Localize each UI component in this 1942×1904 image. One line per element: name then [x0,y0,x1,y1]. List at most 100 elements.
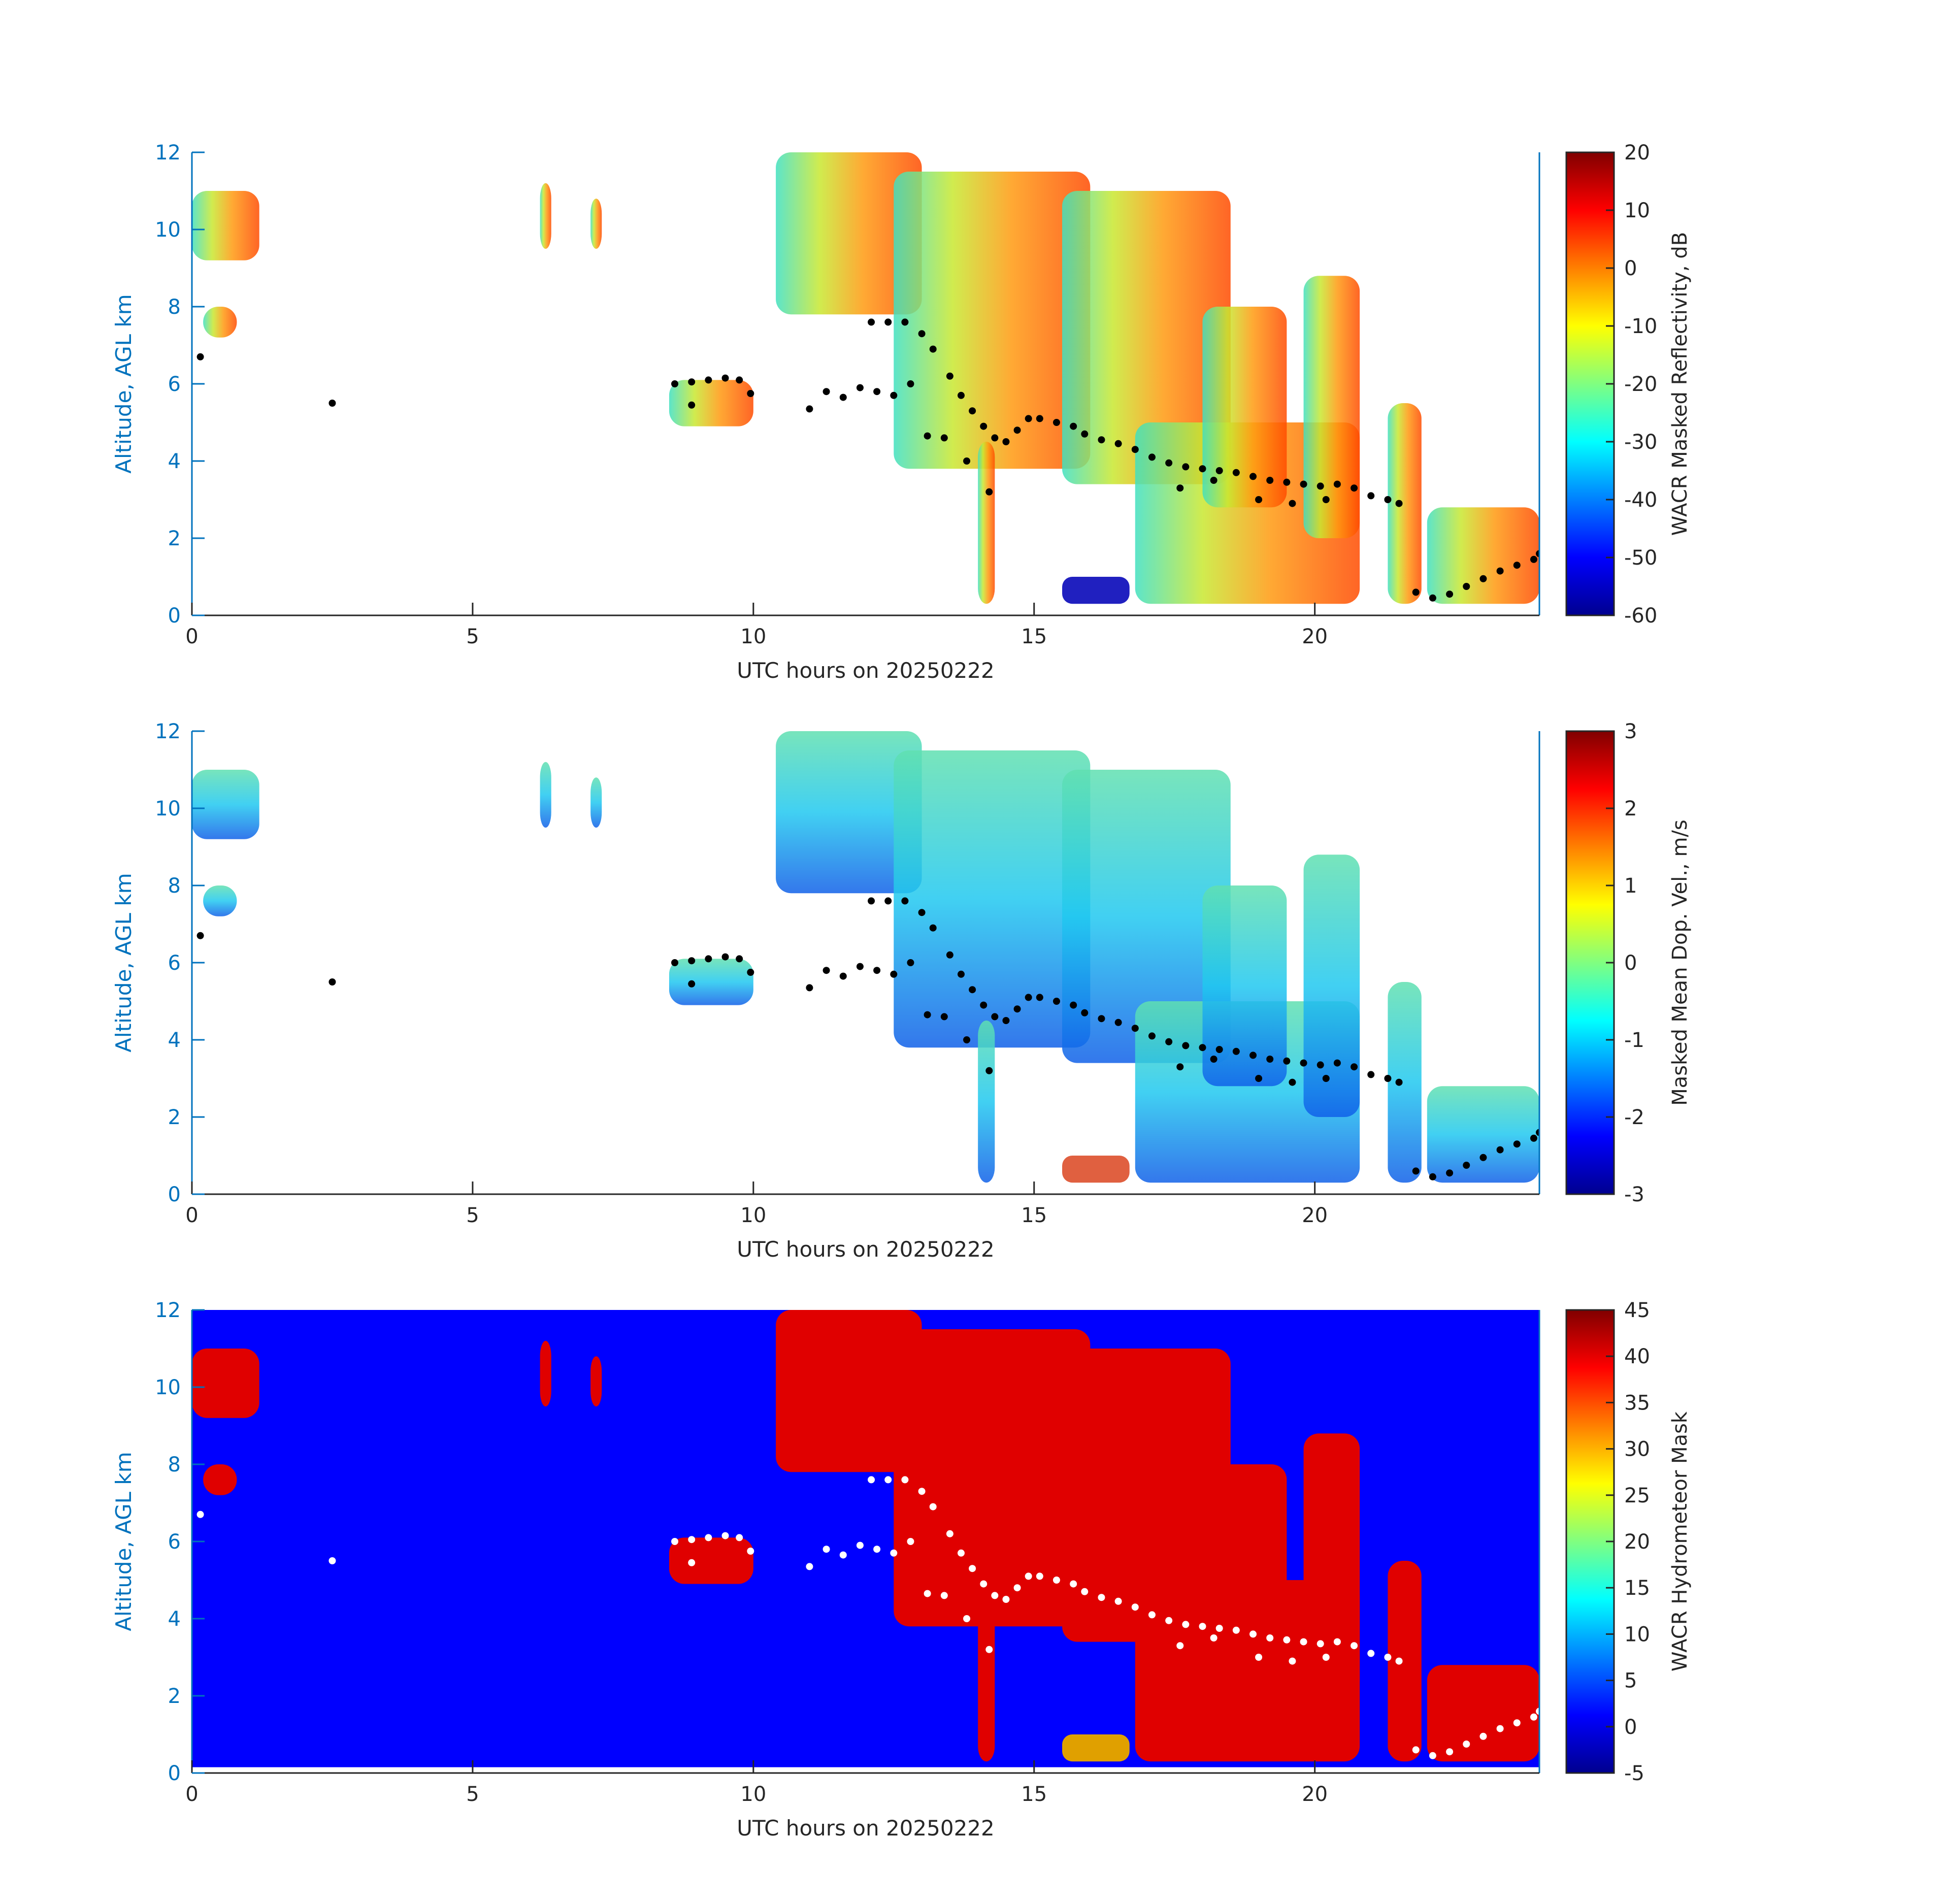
echo-region [192,1349,259,1418]
cloud-base-point [1333,1638,1341,1646]
cloud-base-point [1367,492,1375,500]
cloud-base-point [1536,550,1539,557]
cloud-base-point [688,1559,696,1566]
echo-region [1388,1561,1422,1762]
colorbar-tick-label: 1 [1624,874,1637,898]
x-tick-label: 5 [466,1204,479,1227]
cloud-base-point [856,384,864,391]
cloud-base-point [884,1476,892,1484]
cloud-base-point [1036,415,1043,422]
cloud-base-point [924,1590,931,1597]
colorbar-tick-label: 0 [1624,1716,1637,1739]
cloud-base-point [957,391,965,399]
cloud-base-point [980,1001,988,1009]
cloud-base-point [1395,500,1403,507]
echo-region [203,885,237,916]
cloud-base-point [1266,477,1274,484]
cloud-base-point [1322,1075,1330,1082]
cloud-base-point [1333,480,1341,488]
cloud-base-point [1148,453,1156,461]
echo-region [978,442,995,604]
cloud-base-point [1070,1580,1077,1588]
cloud-base-point [1289,1078,1296,1086]
x-tick-label: 20 [1302,1204,1328,1227]
echo-region [1062,1734,1130,1762]
echo-region [894,172,1091,469]
cloud-base-point [736,1534,743,1541]
cloud-base-point [736,376,743,384]
cloud-base-point [1412,588,1420,596]
cloud-base-point [1351,1063,1358,1071]
cloud-base-point [1052,1577,1060,1584]
echo-region [978,1021,995,1183]
cloud-base-point [736,955,743,963]
cloud-base-point [705,376,712,384]
cloud-base-point [873,967,881,974]
cloud-base-point [1316,482,1324,490]
panel-3: 0 5 10 15 20 0 2 4 6 8 10 12 UTC hours on 20250222 Al… [111,1299,1692,1841]
colorbar-tick-label: 40 [1624,1345,1650,1368]
cloud-base-point [969,407,976,415]
cloud-base-point [1463,1162,1470,1169]
y-tick-label: 10 [155,1376,181,1399]
colorbar-tick-label: -20 [1624,373,1657,396]
cloud-base-point [705,1534,712,1541]
panel-1: 0 5 10 15 20 0 2 4 6 8 10 12 UTC hours on 20250222 Al… [111,141,1692,683]
y-tick-label: 12 [155,1299,181,1322]
cloud-base-point [957,1549,965,1557]
cloud-base-point [873,388,881,396]
colorbar-tick-label: 2 [1624,797,1637,820]
cloud-base-point [1052,419,1060,426]
cloud-base-point [1131,1603,1139,1611]
cloud-base-point [1025,415,1032,422]
cloud-base-point [1002,1017,1010,1024]
cloud-base-point [1255,1654,1263,1661]
cloud-base-point [1215,1046,1223,1053]
cloud-base-point [1199,1044,1206,1052]
y-tick-label: 10 [155,218,181,242]
cloud-base-point [1025,1572,1032,1580]
cloud-base-point [747,969,754,976]
cloud-base-point [1070,1001,1077,1009]
colorbar-tick-label: -2 [1624,1106,1644,1129]
x-tick-label: 0 [185,1204,198,1227]
cloud-base-point [688,1536,696,1544]
echo-region [1062,1349,1231,1642]
cloud-base-point [1316,1061,1324,1069]
cloud-base-point [1429,1173,1436,1180]
cloud-base-point [1165,1038,1173,1045]
cloud-base-point [1013,1005,1021,1013]
cloud-base-point [1215,1625,1223,1632]
echo-region [1427,507,1539,604]
cloud-base-point [1098,436,1105,444]
y-tick-label: 4 [168,1029,181,1052]
cloud-base-point [822,967,830,974]
cloud-base-point [1036,1572,1043,1580]
cloud-base-point [328,1557,336,1564]
cloud-base-point [1098,1015,1105,1023]
cloud-base-point [1036,994,1043,1001]
cloud-base-point [1002,1596,1010,1603]
colorbar-tick-label: 30 [1624,1438,1650,1461]
cloud-base-point [1446,1748,1454,1756]
cloud-base-points [196,1476,1539,1759]
echo-region [1062,191,1231,484]
x-tick-label: 15 [1021,1204,1047,1227]
cloud-base-point [1395,1078,1403,1086]
cloud-base-point [890,970,898,978]
cloud-base-point [1513,562,1521,569]
cloud-base-point [969,1565,976,1572]
cloud-base-point [1013,426,1021,434]
x-tick-label: 5 [466,1783,479,1806]
cloud-base-point [1536,1129,1539,1136]
y-axis-label: Altitude, AGL km [111,873,136,1052]
cloud-base-point [907,380,914,387]
colorbar-tick-label: -3 [1624,1183,1644,1206]
y-tick-label: 2 [168,527,181,550]
echo-region [1388,403,1422,604]
echo-region [203,307,237,338]
cloud-base-point [1530,555,1537,563]
cloud-base-point [1148,1611,1156,1619]
cloud-base-point [1052,998,1060,1005]
